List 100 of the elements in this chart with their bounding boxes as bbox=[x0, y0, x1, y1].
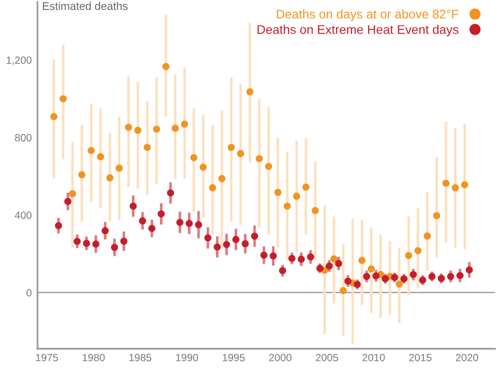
point bbox=[92, 240, 100, 248]
point bbox=[344, 278, 352, 285]
point bbox=[158, 210, 165, 218]
point bbox=[176, 218, 184, 226]
point bbox=[279, 267, 286, 274]
point bbox=[433, 212, 440, 220]
y-tick-label: 400 bbox=[14, 212, 32, 219]
point bbox=[456, 272, 464, 280]
point bbox=[82, 240, 90, 247]
point bbox=[64, 198, 72, 205]
point bbox=[223, 240, 230, 248]
x-tick-label: 2020 bbox=[456, 354, 478, 362]
point bbox=[438, 274, 445, 282]
point bbox=[200, 164, 207, 171]
y-tick-label: 1,200 bbox=[6, 56, 32, 66]
point bbox=[209, 184, 216, 192]
point bbox=[354, 280, 361, 288]
point bbox=[102, 227, 109, 234]
legend-label: Deaths on days at or above 82°F bbox=[276, 9, 458, 22]
point bbox=[405, 252, 412, 260]
point bbox=[293, 192, 300, 200]
point bbox=[190, 154, 198, 162]
x-tick-label: 1980 bbox=[82, 354, 105, 362]
point bbox=[204, 234, 212, 242]
point bbox=[124, 124, 132, 131]
point bbox=[96, 153, 104, 160]
point bbox=[288, 254, 296, 262]
point bbox=[186, 220, 193, 227]
point bbox=[162, 63, 170, 70]
point bbox=[461, 181, 468, 188]
x-tick-label: 2015 bbox=[409, 354, 432, 362]
x-tick-label: 1995 bbox=[222, 354, 245, 362]
point bbox=[106, 174, 114, 182]
point bbox=[284, 202, 291, 210]
point bbox=[214, 243, 221, 251]
x-tick-label: 1975 bbox=[36, 354, 58, 362]
x-tick-label: 1990 bbox=[176, 354, 198, 362]
point bbox=[368, 265, 375, 272]
point bbox=[335, 260, 342, 268]
point bbox=[424, 232, 431, 240]
y-tick-label: 0 bbox=[26, 289, 32, 296]
point bbox=[363, 272, 370, 280]
point bbox=[372, 272, 380, 280]
point bbox=[116, 164, 123, 172]
point bbox=[237, 150, 244, 158]
point bbox=[307, 253, 314, 260]
x-tick-label: 1985 bbox=[129, 354, 152, 362]
point bbox=[400, 275, 408, 282]
point bbox=[330, 255, 338, 262]
point bbox=[316, 264, 324, 272]
point bbox=[78, 171, 86, 178]
point bbox=[326, 262, 333, 270]
point bbox=[251, 232, 258, 240]
point bbox=[74, 238, 81, 245]
point bbox=[181, 120, 188, 128]
point bbox=[410, 270, 417, 278]
point bbox=[382, 275, 389, 282]
point bbox=[396, 280, 403, 288]
point bbox=[60, 95, 67, 102]
point bbox=[232, 236, 240, 243]
point bbox=[54, 222, 62, 230]
point bbox=[246, 88, 254, 96]
point bbox=[167, 189, 174, 196]
point bbox=[298, 256, 305, 263]
point bbox=[50, 113, 58, 120]
point bbox=[139, 217, 146, 224]
point bbox=[195, 221, 202, 228]
point bbox=[68, 190, 76, 198]
point bbox=[134, 126, 142, 134]
point bbox=[172, 124, 179, 132]
point bbox=[312, 207, 319, 214]
point bbox=[242, 240, 249, 248]
point bbox=[302, 184, 310, 191]
point bbox=[228, 144, 235, 151]
point bbox=[148, 224, 156, 232]
point bbox=[358, 256, 366, 264]
point bbox=[130, 202, 137, 210]
point bbox=[466, 266, 473, 274]
point bbox=[256, 155, 263, 162]
point bbox=[110, 244, 118, 251]
point bbox=[153, 126, 160, 133]
x-tick-label: 2010 bbox=[362, 354, 385, 362]
point bbox=[452, 184, 459, 192]
point bbox=[447, 272, 454, 280]
point bbox=[414, 247, 422, 254]
point bbox=[260, 252, 268, 259]
x-tick-label: 2000 bbox=[269, 354, 292, 362]
point bbox=[391, 274, 398, 281]
point bbox=[419, 276, 426, 284]
point bbox=[265, 162, 272, 170]
x-tick-label: 2005 bbox=[316, 354, 338, 362]
point bbox=[442, 180, 450, 187]
point bbox=[274, 188, 282, 196]
point bbox=[428, 272, 436, 280]
y-tick-label: 800 bbox=[15, 134, 32, 142]
point bbox=[120, 238, 128, 245]
point bbox=[270, 252, 277, 260]
point bbox=[144, 144, 151, 151]
y-axis-title: Estimated deaths bbox=[42, 2, 128, 10]
point bbox=[218, 175, 226, 182]
